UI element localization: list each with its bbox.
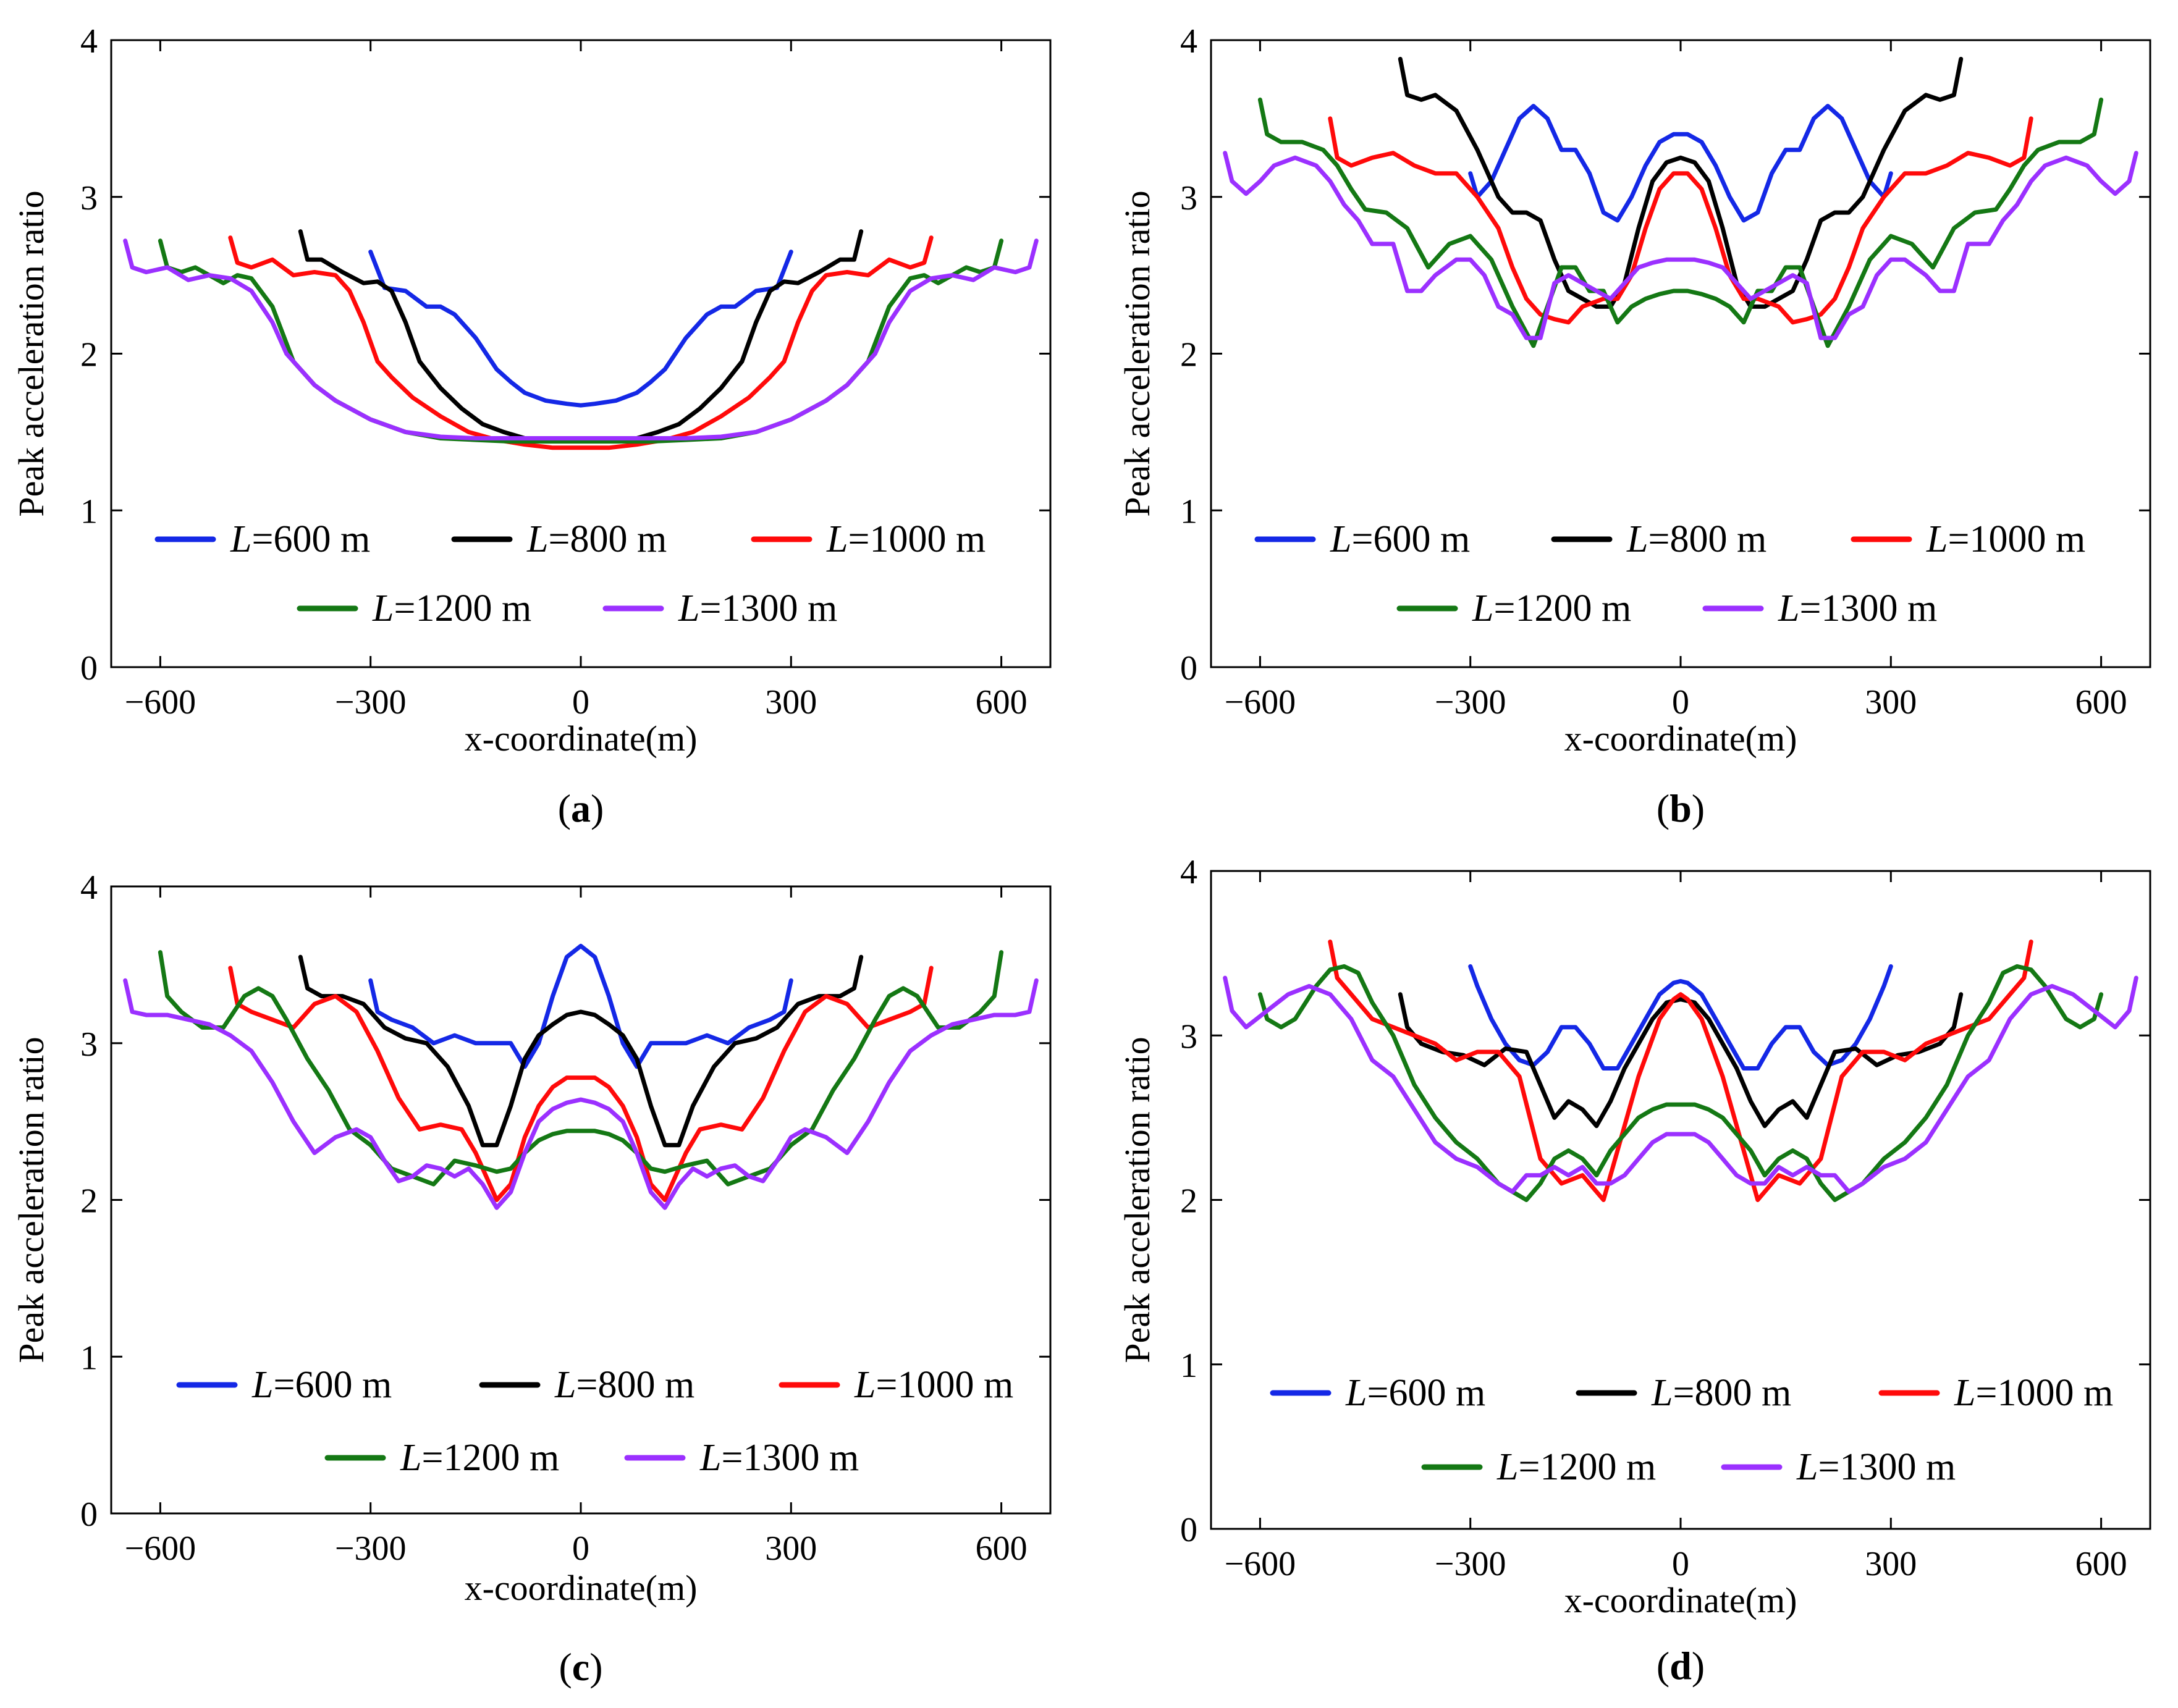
panel-label: (c) [559, 1645, 602, 1689]
x-axis-label: x-coordinate(m) [465, 718, 698, 759]
legend-label-L800: L=800 m [526, 518, 667, 560]
x-axis-label: x-coordinate(m) [465, 1568, 698, 1608]
legend-label-L800: L=800 m [1626, 518, 1766, 560]
legend-label-L1300: L=1300 m [699, 1437, 859, 1479]
y-tick-label: 0 [1180, 1511, 1197, 1549]
x-tick-label: 300 [1865, 683, 1917, 721]
legend-label-L1300: L=1300 m [1778, 587, 1937, 629]
series-line-L800 [298, 954, 864, 1148]
y-tick-label: 4 [80, 869, 98, 907]
series-line-L600 [368, 250, 793, 408]
x-tick-label: 0 [572, 1529, 589, 1568]
series-line-L1300 [123, 978, 1039, 1210]
legend-label-L600: L=600 m [251, 1364, 392, 1406]
y-tick-label: 2 [80, 336, 98, 374]
x-tick-label: 300 [1865, 1545, 1917, 1583]
y-tick-label: 4 [1180, 853, 1197, 891]
series-line-L1000 [1328, 940, 2033, 1202]
panel-label: (d) [1657, 1644, 1705, 1688]
y-tick-label: 1 [80, 1339, 98, 1377]
legend-label-L1000: L=1000 m [826, 518, 986, 560]
x-tick-label: −300 [335, 683, 407, 721]
series-line-L1300 [1223, 151, 2138, 340]
panel-a: −600 −300 0 300 600 0 1 2 3 4 x-coordinate(m) Peak … [11, 22, 1052, 830]
legend-label-L800: L=800 m [554, 1364, 694, 1406]
y-tick-label: 3 [80, 179, 98, 217]
legend-label-L800: L=800 m [1651, 1372, 1791, 1414]
legend-label-L1000: L=1000 m [854, 1364, 1013, 1406]
series-line-L1000 [228, 235, 934, 450]
legend-label-L600: L=600 m [1330, 518, 1470, 560]
x-tick-label: −600 [1225, 1545, 1296, 1583]
legend-label-L600: L=600 m [230, 518, 370, 560]
y-tick-label: 0 [80, 1496, 98, 1534]
series-line-L1000 [1328, 116, 2033, 325]
y-tick-label: 0 [80, 649, 98, 688]
series-line-L800 [298, 229, 864, 442]
y-tick-label: 1 [1180, 492, 1197, 531]
series-line-L1300 [123, 238, 1039, 440]
panel-b: −600 −300 0 300 600 0 1 2 3 4 x-coordinate(m) Peak … [1117, 22, 2151, 830]
x-tick-label: −300 [1435, 1545, 1506, 1583]
x-axis-label: x-coordinate(m) [1564, 718, 1797, 759]
y-tick-label: 4 [1180, 22, 1197, 61]
legend-label-L1300: L=1300 m [1796, 1446, 1956, 1488]
x-tick-label: −300 [335, 1529, 407, 1568]
series-line-L1200 [158, 950, 1004, 1187]
x-tick-label: 600 [976, 683, 1028, 721]
series-line-L800 [1398, 992, 1964, 1129]
series-line-L800 [1398, 57, 1964, 309]
series-line-L600 [1468, 104, 1893, 223]
x-tick-label: −600 [125, 683, 196, 721]
y-tick-label: 0 [1180, 649, 1197, 688]
legend-label-L1300: L=1300 m [678, 587, 837, 629]
series-line-L1300 [1223, 975, 2138, 1194]
y-tick-label: 3 [1180, 179, 1197, 217]
legend-label-L1200: L=1200 m [372, 587, 531, 629]
panel-label: (a) [558, 786, 604, 830]
series-line-L1000 [228, 965, 934, 1202]
series-line-L600 [1468, 964, 1893, 1071]
legend-label-L1000: L=1000 m [1926, 518, 2085, 560]
x-tick-label: 600 [976, 1529, 1028, 1568]
panel-d: −600 −300 0 300 600 0 1 2 3 4 x-coordinate(m) Peak … [1117, 853, 2151, 1688]
legend-label-L1200: L=1200 m [1472, 587, 1631, 629]
y-tick-label: 1 [80, 492, 98, 531]
series-line-L600 [368, 943, 793, 1069]
x-tick-label: 300 [765, 1529, 817, 1568]
y-axis-label: Peak acceleration ratio [1117, 1037, 1157, 1363]
legend-label-L600: L=600 m [1345, 1372, 1485, 1414]
y-axis-label: Peak acceleration ratio [11, 190, 51, 516]
panel-c: −600 −300 0 300 600 0 1 2 3 4 x-coordinate(m) Peak … [11, 869, 1052, 1689]
y-tick-label: 4 [80, 22, 98, 61]
y-tick-label: 3 [1180, 1017, 1197, 1056]
panel-label: (b) [1657, 786, 1705, 830]
x-tick-label: 0 [1672, 683, 1689, 721]
series-line-L1200 [158, 238, 1004, 444]
y-axis-label: Peak acceleration ratio [1117, 190, 1157, 516]
y-axis-label: Peak acceleration ratio [11, 1037, 51, 1363]
x-tick-label: −600 [125, 1529, 196, 1568]
series-line-L1200 [1257, 97, 2104, 348]
y-tick-label: 1 [1180, 1347, 1197, 1385]
legend-label-L1200: L=1200 m [400, 1437, 559, 1479]
x-tick-label: 600 [2075, 683, 2127, 721]
x-tick-label: 0 [572, 683, 589, 721]
y-tick-label: 2 [1180, 336, 1197, 374]
x-tick-label: 0 [1672, 1545, 1689, 1583]
x-tick-label: −300 [1435, 683, 1506, 721]
series-line-L1200 [1257, 964, 2104, 1202]
x-axis-label: x-coordinate(m) [1564, 1580, 1797, 1620]
plot-frame [110, 885, 1052, 1515]
x-tick-label: −600 [1225, 683, 1296, 721]
legend-label-L1200: L=1200 m [1496, 1446, 1656, 1488]
x-tick-label: 300 [765, 683, 817, 721]
plot-frame [110, 39, 1052, 668]
legend-label-L1000: L=1000 m [1954, 1372, 2113, 1414]
y-tick-label: 2 [1180, 1182, 1197, 1221]
x-tick-label: 600 [2075, 1545, 2127, 1583]
y-tick-label: 2 [80, 1182, 98, 1221]
y-tick-label: 3 [80, 1025, 98, 1064]
